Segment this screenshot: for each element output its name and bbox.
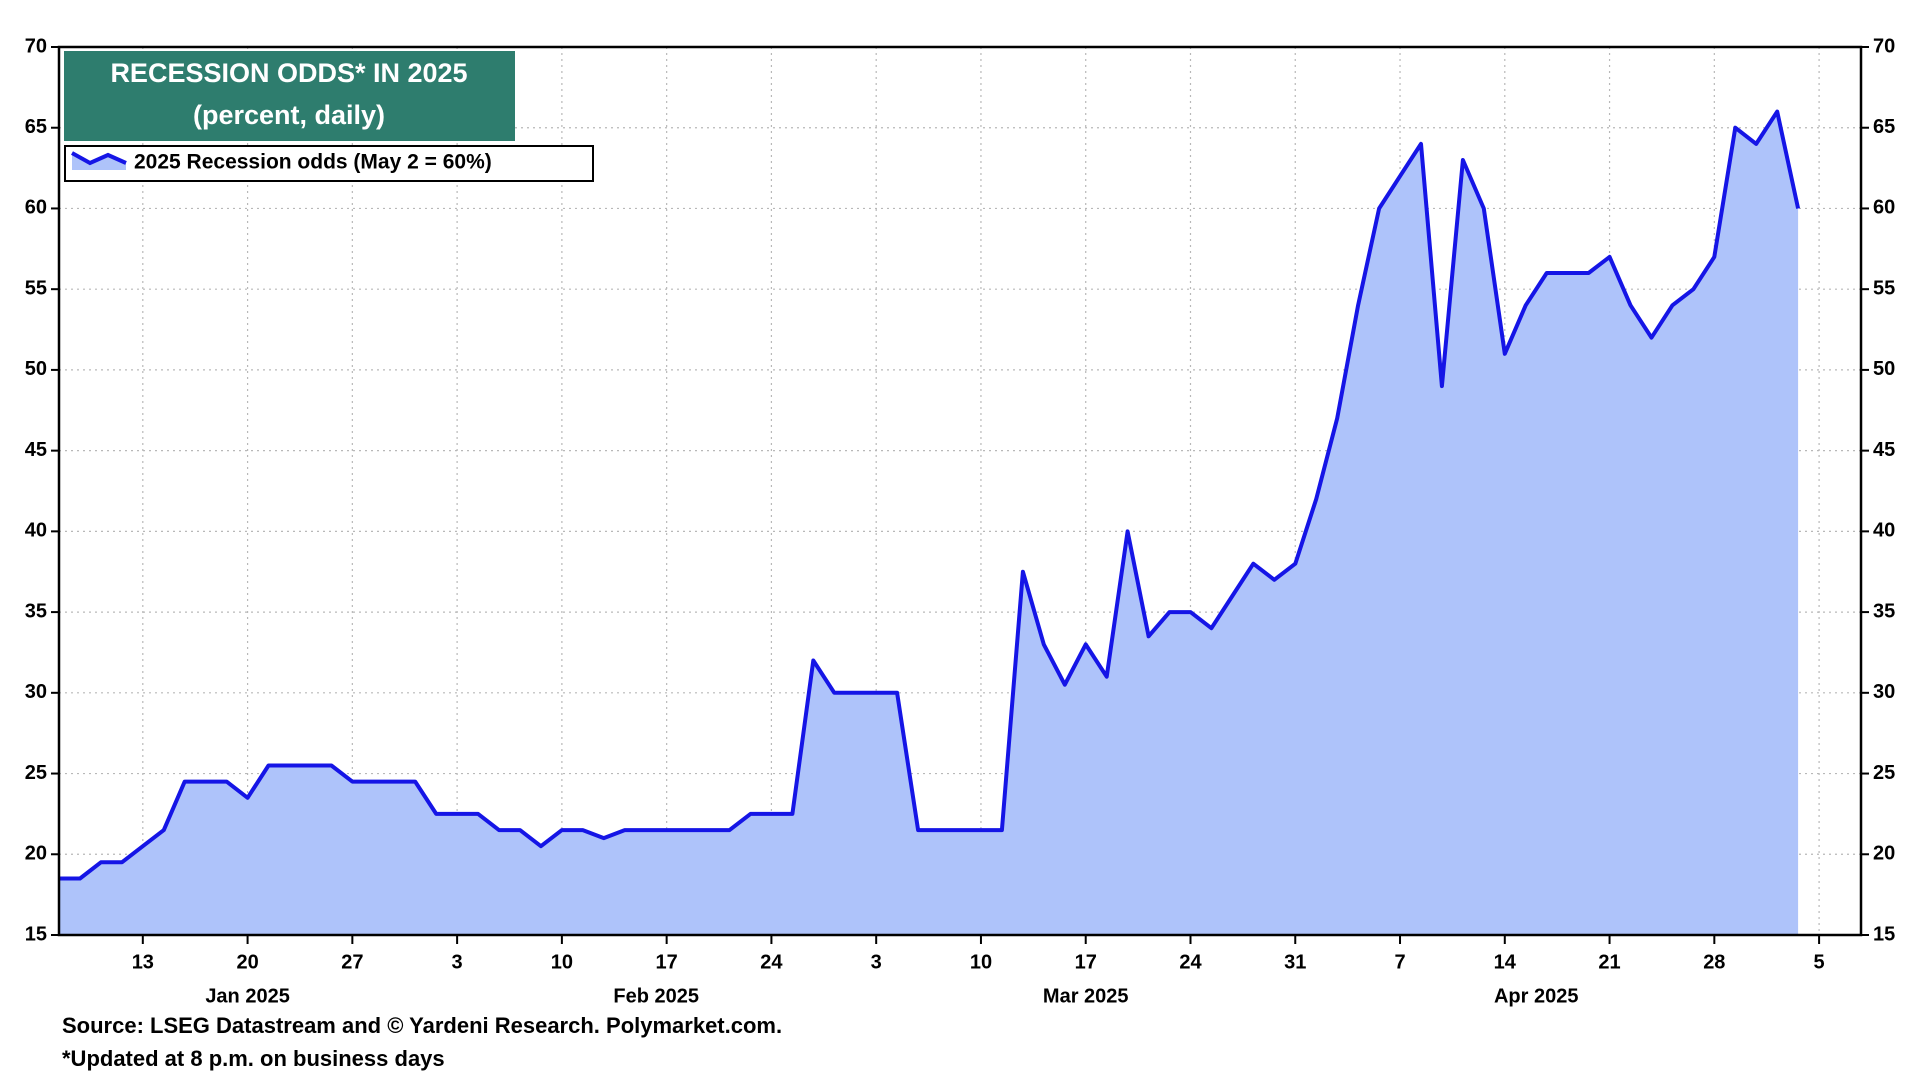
y2-tick-label: 65 — [1873, 116, 1895, 138]
x-tick-label: 3 — [871, 951, 882, 973]
x-tick-label: 17 — [656, 951, 678, 973]
y-tick-label: 55 — [25, 277, 47, 299]
y-tick-label: 50 — [25, 358, 47, 380]
x-tick-label: 27 — [341, 951, 363, 973]
y2-tick-label: 40 — [1873, 520, 1895, 542]
x-tick-label: 13 — [132, 951, 154, 973]
legend-label: 2025 Recession odds (May 2 = 60%) — [134, 151, 492, 174]
y-tick-label: 70 — [25, 35, 47, 57]
chart-title: RECESSION ODDS* IN 2025 — [110, 58, 467, 88]
y2-tick-label: 15 — [1873, 923, 1895, 945]
legend-swatch-line — [71, 151, 127, 166]
line — [59, 109, 1801, 881]
y-tick-label: 45 — [25, 439, 47, 461]
y-tick-label: 35 — [25, 600, 47, 622]
y2-tick-label: 30 — [1873, 681, 1895, 703]
y2-tick-label: 20 — [1873, 843, 1895, 865]
x-tick-label: 24 — [1179, 951, 1202, 973]
x-tick-label: 14 — [1494, 951, 1517, 973]
y-tick-label: 30 — [25, 681, 47, 703]
x-tick-label: 24 — [760, 951, 783, 973]
y-tick-label: 15 — [25, 923, 47, 945]
x-tick-label: 3 — [452, 951, 463, 973]
area — [59, 111, 1799, 936]
source-note: Source: LSEG Datastream and © Yardeni Re… — [62, 1013, 782, 1038]
x-tick-label: 28 — [1703, 951, 1725, 973]
y-tick-label: 40 — [25, 520, 47, 542]
x-tick-label: 20 — [236, 951, 258, 973]
x-tick-label: 31 — [1284, 951, 1306, 973]
y-tick-label: 65 — [25, 116, 47, 138]
x-tick-label: 7 — [1394, 951, 1405, 973]
title-box — [64, 51, 515, 141]
month-label: Mar 2025 — [1043, 985, 1129, 1007]
legend-box — [64, 145, 594, 182]
month-label: Feb 2025 — [613, 985, 699, 1007]
x-tick-label: 10 — [970, 951, 992, 973]
y-tick-label: 20 — [25, 843, 47, 865]
x-tick-label: 5 — [1814, 951, 1825, 973]
x-tick-label: 17 — [1075, 951, 1097, 973]
chart-subtitle: (percent, daily) — [193, 100, 385, 130]
y-tick-label: 60 — [25, 197, 47, 219]
y2-tick-label: 50 — [1873, 358, 1895, 380]
y2-tick-label: 25 — [1873, 762, 1895, 784]
plot-frame — [57, 45, 1863, 937]
y2-tick-label: 70 — [1873, 35, 1895, 57]
x-tick-label: 21 — [1598, 951, 1620, 973]
month-label: Apr 2025 — [1494, 985, 1579, 1007]
footnote: *Updated at 8 p.m. on business days — [62, 1046, 445, 1071]
y2-tick-label: 60 — [1873, 197, 1895, 219]
month-label: Jan 2025 — [205, 985, 290, 1007]
y2-tick-label: 45 — [1873, 439, 1895, 461]
y2-tick-label: 55 — [1873, 277, 1895, 299]
y2-tick-label: 35 — [1873, 600, 1895, 622]
x-tick-label: 10 — [551, 951, 573, 973]
y-tick-label: 25 — [25, 762, 47, 784]
